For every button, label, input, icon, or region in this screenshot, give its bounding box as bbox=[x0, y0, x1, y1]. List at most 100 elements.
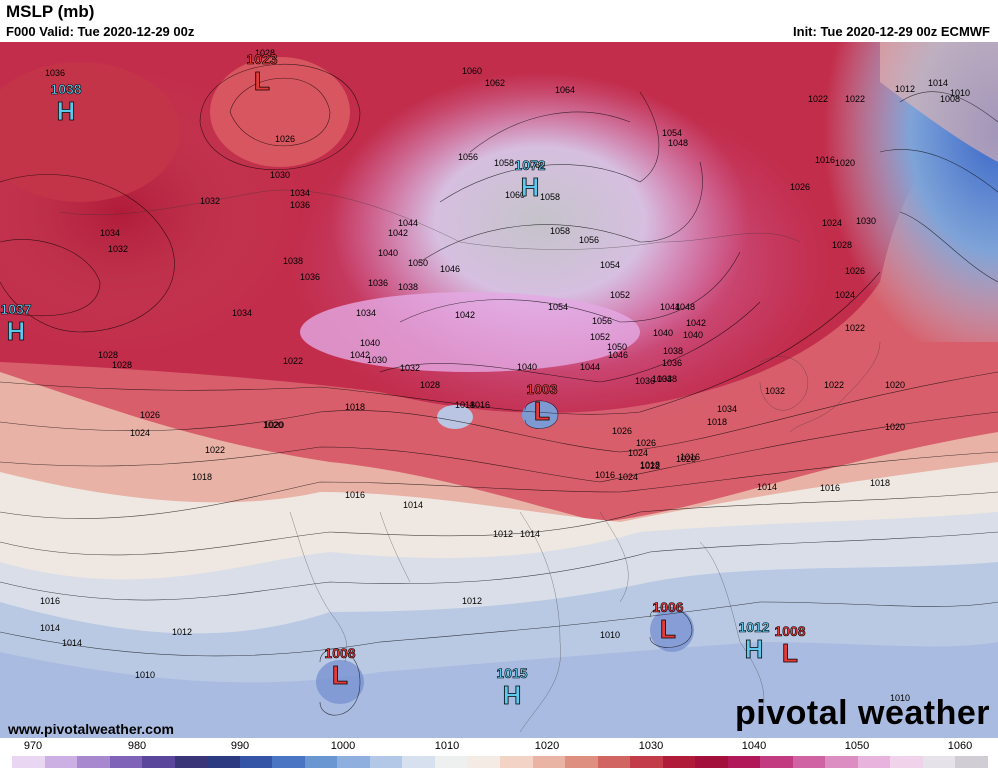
contour-label: 1034 bbox=[232, 308, 252, 318]
contour-label: 1022 bbox=[283, 356, 303, 366]
contour-label: 1018 bbox=[345, 402, 365, 412]
colorbar-swatch bbox=[12, 756, 45, 768]
contour-label: 1034 bbox=[290, 188, 310, 198]
center-letter: H bbox=[7, 316, 26, 346]
contour-label: 1016 bbox=[345, 490, 365, 500]
contour-label: 1020 bbox=[885, 380, 905, 390]
contour-label: 1046 bbox=[440, 264, 460, 274]
contour-label: 1040 bbox=[360, 338, 380, 348]
center-letter: H bbox=[521, 172, 540, 202]
contour-label: 1022 bbox=[845, 94, 865, 104]
contour-label: 1010 bbox=[135, 670, 155, 680]
center-letter: H bbox=[745, 634, 764, 664]
contour-label: 1058 bbox=[494, 158, 514, 168]
center-letter: L bbox=[254, 66, 270, 96]
mslp-map[interactable]: 1036102810261030103410361032103410321038… bbox=[0, 42, 998, 738]
center-value: 1038 bbox=[50, 81, 81, 97]
colorbar-swatch bbox=[695, 756, 728, 768]
colorbar-swatch bbox=[337, 756, 370, 768]
center-value: 1006 bbox=[652, 599, 683, 615]
colorbar-tick-label: 1010 bbox=[434, 740, 460, 752]
contour-label: 1050 bbox=[607, 342, 627, 352]
center-letter: L bbox=[332, 660, 348, 690]
colorbar-swatch bbox=[44, 756, 78, 768]
contour-label: 1010 bbox=[600, 630, 620, 640]
colorbar-swatch bbox=[727, 756, 761, 768]
contour-label: 1048 bbox=[675, 302, 695, 312]
colorbar-swatch bbox=[662, 756, 696, 768]
contour-label: 1022 bbox=[808, 94, 828, 104]
brand-logo: pivotal weather bbox=[734, 694, 990, 732]
contour-label: 1042 bbox=[350, 350, 370, 360]
center-value: 1003 bbox=[526, 381, 557, 397]
contour-label: 1026 bbox=[275, 134, 295, 144]
contour-label: 1016 bbox=[595, 470, 615, 480]
contour-label: 1012 bbox=[493, 529, 513, 539]
contour-label: 1034 bbox=[652, 374, 672, 384]
colorbar-swatch bbox=[760, 756, 793, 768]
contour-label: 1020 bbox=[264, 420, 284, 430]
contour-label: 1060 bbox=[505, 190, 525, 200]
contour-label: 1024 bbox=[835, 290, 855, 300]
center-value: 1008 bbox=[774, 623, 805, 639]
contour-label: 1062 bbox=[485, 78, 505, 88]
contour-label: 1024 bbox=[822, 218, 842, 228]
contour-label: 1018 bbox=[870, 478, 890, 488]
contour-label: 1010 bbox=[950, 88, 970, 98]
contour-label: 1032 bbox=[108, 244, 128, 254]
contour-label: 1032 bbox=[200, 196, 220, 206]
colorbar-swatch bbox=[239, 756, 273, 768]
colorbar-swatch bbox=[955, 756, 988, 768]
contour-label: 1026 bbox=[636, 438, 656, 448]
contour-label: 1024 bbox=[130, 428, 150, 438]
contour-label: 1036 bbox=[368, 278, 388, 288]
contour-label: 1026 bbox=[845, 266, 865, 276]
contour-label: 1026 bbox=[790, 182, 810, 192]
contour-label: 1026 bbox=[140, 410, 160, 420]
contour-label: 1030 bbox=[270, 170, 290, 180]
contour-label: 1016 bbox=[815, 155, 835, 165]
colorbar-swatch bbox=[922, 756, 956, 768]
website-link[interactable]: www.pivotalweather.com bbox=[8, 721, 174, 737]
center-value: 1015 bbox=[496, 665, 527, 681]
center-value: 1037 bbox=[0, 301, 31, 317]
contour-label: 1058 bbox=[540, 192, 560, 202]
colorbar-swatch bbox=[369, 756, 403, 768]
contour-label: 1056 bbox=[458, 152, 478, 162]
colorbar-swatch bbox=[597, 756, 631, 768]
contour-label: 1060 bbox=[525, 160, 545, 170]
contour-label: 1048 bbox=[668, 138, 688, 148]
contour-label: 1038 bbox=[283, 256, 303, 266]
contour-label: 1016 bbox=[680, 452, 700, 462]
contour-label: 1024 bbox=[628, 448, 648, 458]
colorbar-tick-label: 1040 bbox=[741, 740, 767, 752]
contour-label: 1022 bbox=[205, 445, 225, 455]
contour-label: 1026 bbox=[612, 426, 632, 436]
contour-label: 1014 bbox=[757, 482, 777, 492]
contour-label: 1040 bbox=[683, 330, 703, 340]
contour-label: 1044 bbox=[580, 362, 600, 372]
contour-label: 1014 bbox=[928, 78, 948, 88]
colorbar-tick-label: 1050 bbox=[844, 740, 870, 752]
contour-label: 1042 bbox=[686, 318, 706, 328]
contour-label: 1032 bbox=[765, 386, 785, 396]
colorbar-tick-label: 970 bbox=[23, 740, 43, 752]
colorbar-swatch bbox=[630, 756, 663, 768]
contour-label: 1038 bbox=[398, 282, 418, 292]
contour-label: 1060 bbox=[462, 66, 482, 76]
contour-label: 1034 bbox=[356, 308, 376, 318]
contour-label: 1016 bbox=[40, 596, 60, 606]
colorbar-swatch bbox=[857, 756, 891, 768]
contour-label: 1054 bbox=[548, 302, 568, 312]
colorbar-tick-label: 1020 bbox=[534, 740, 560, 752]
colorbar-tick-label: 990 bbox=[230, 740, 250, 752]
contour-label: 1038 bbox=[657, 374, 677, 384]
colorbar-tick-label: 1000 bbox=[330, 740, 356, 752]
colorbar-swatch bbox=[207, 756, 240, 768]
contour-label: 1040 bbox=[517, 362, 537, 372]
